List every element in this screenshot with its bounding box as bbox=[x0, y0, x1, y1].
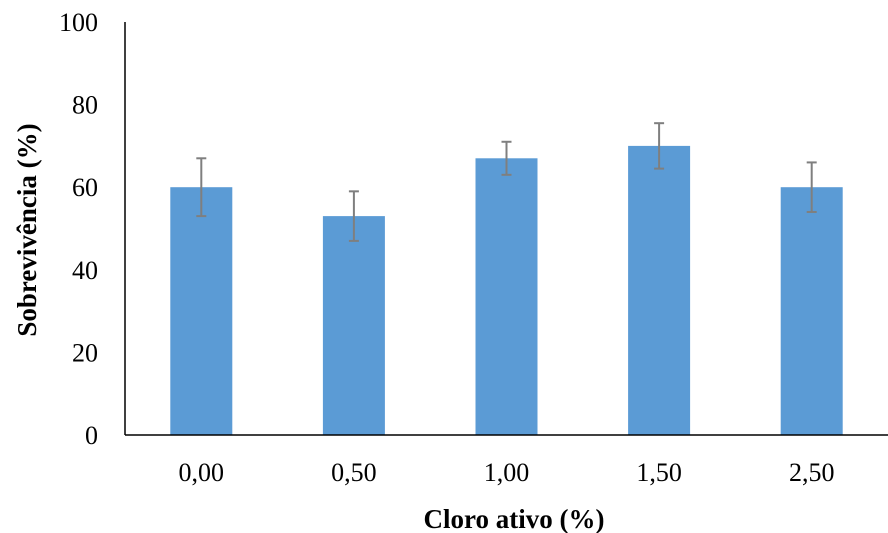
y-tick-label: 80 bbox=[72, 91, 98, 120]
y-tick-label: 60 bbox=[72, 173, 98, 202]
x-tick-label: 1,00 bbox=[484, 458, 530, 487]
bars-group bbox=[170, 145, 843, 436]
y-tick-label: 100 bbox=[59, 8, 98, 37]
error-bar-2 bbox=[501, 140, 512, 176]
error-bar-3 bbox=[654, 122, 665, 170]
error-bar-4 bbox=[806, 161, 817, 213]
bar-0 bbox=[170, 187, 233, 435]
bar-2 bbox=[475, 158, 538, 436]
x-tick-label: 2,50 bbox=[789, 458, 835, 487]
bar-1 bbox=[322, 216, 385, 435]
bar-4 bbox=[780, 187, 843, 435]
bar-3 bbox=[628, 145, 691, 435]
x-tick-labels: 0,00 0,50 1,00 1,50 2,50 bbox=[179, 458, 835, 487]
error-bar-0 bbox=[196, 157, 207, 218]
y-axis-title: Sobrevivência (%) bbox=[12, 123, 42, 336]
x-tick-label: 1,50 bbox=[636, 458, 682, 487]
y-tick-label: 20 bbox=[72, 338, 98, 367]
x-tick-label: 0,50 bbox=[331, 458, 377, 487]
y-tick-labels: 0 20 40 60 80 100 bbox=[59, 8, 98, 450]
error-bar-1 bbox=[348, 190, 359, 242]
x-tick-label: 0,00 bbox=[179, 458, 225, 487]
y-tick-label: 0 bbox=[85, 421, 98, 450]
x-axis-title: Cloro ativo (%) bbox=[424, 504, 605, 533]
y-tick-label: 40 bbox=[72, 256, 98, 285]
error-bars-group bbox=[196, 122, 817, 242]
